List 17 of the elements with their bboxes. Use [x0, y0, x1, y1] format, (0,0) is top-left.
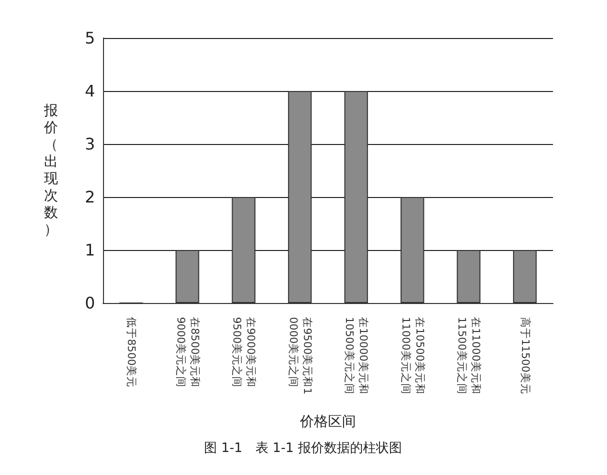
x-tick-label: 高于11500美元 — [518, 317, 532, 394]
x-tick-label: 在9000美元和9500美元之间 — [230, 317, 258, 388]
y-tick-label: 4 — [84, 82, 95, 100]
caption: 图 1-1 表 1-1 报价数据的柱状图 — [204, 441, 402, 456]
x-tick-label: 在8500美元和9000美元之间 — [174, 317, 202, 388]
y-tick-label: 2 — [84, 188, 95, 206]
y-tick-label: 1 — [84, 240, 95, 260]
x-tick-label: 低于8500美元 — [125, 317, 138, 388]
y-tick-label: 5 — [84, 28, 95, 48]
x-tick-label: 在10000美元和10500美元之间 — [343, 317, 370, 394]
y-tick-label: 0 — [84, 294, 95, 312]
y-tick-label: 3 — [84, 134, 95, 154]
y-axis-title: 报价（出现次数） — [43, 103, 58, 238]
x-tick-label: 在10500美元和11000美元之间 — [399, 317, 426, 394]
x-tick-label: 在9500美元和10000美元之间 — [286, 317, 314, 394]
x-axis-title: 价格区间 — [299, 414, 356, 430]
x-tick-label: 在11000美元和11500美元之间 — [456, 317, 483, 394]
